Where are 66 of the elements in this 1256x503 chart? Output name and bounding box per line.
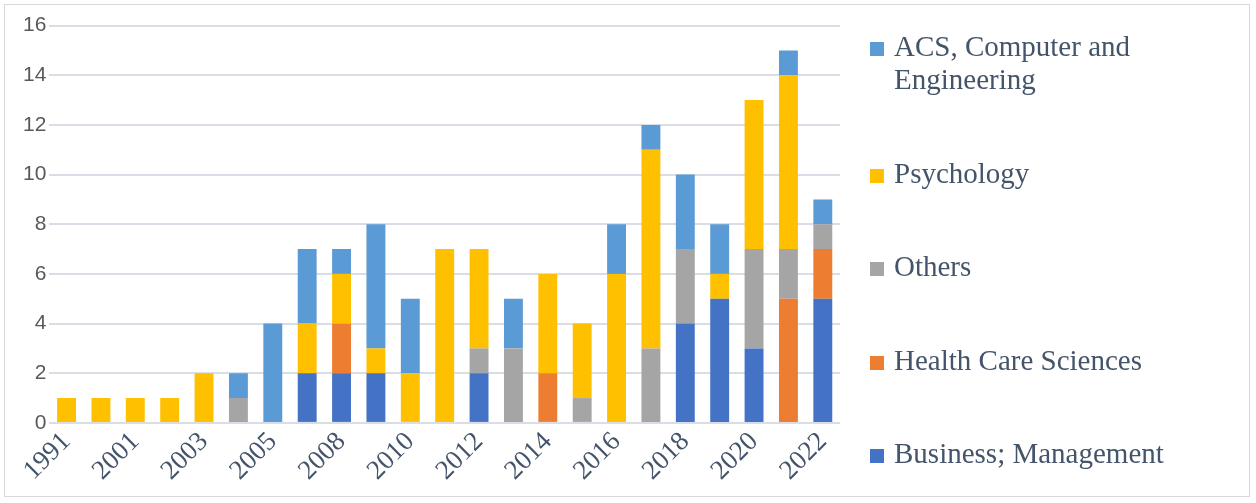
bar [813, 224, 833, 250]
bar [572, 323, 592, 399]
bar [778, 75, 798, 250]
bar [228, 398, 248, 422]
bar [91, 398, 111, 422]
bar [366, 224, 386, 349]
bar [469, 249, 489, 349]
bar [332, 373, 352, 422]
bar [503, 298, 523, 349]
bar [778, 249, 798, 299]
bar [813, 249, 833, 299]
bar [607, 224, 627, 274]
bar [469, 373, 489, 422]
bar [194, 373, 214, 422]
legend-label: Health Care Sciences [894, 343, 1143, 377]
legend-label: Others [894, 250, 972, 283]
bar [297, 249, 317, 324]
legend-label: Psychology [894, 156, 1030, 190]
legend-label: ACS, Computer and Engineering [894, 30, 1132, 96]
bar [641, 124, 661, 150]
bar [675, 174, 695, 250]
y-tick-label: 12 [23, 111, 47, 135]
bar [57, 398, 76, 422]
bar [641, 149, 661, 349]
y-tick-label: 8 [34, 211, 47, 235]
bar [538, 373, 558, 422]
bar [263, 323, 283, 422]
y-tick-label: 6 [34, 260, 47, 284]
bar [744, 348, 764, 422]
bar [332, 249, 352, 274]
legend-label: Business; Management [894, 437, 1164, 470]
bar [744, 100, 764, 250]
y-tick-label: 14 [23, 62, 47, 86]
y-tick-label: 16 [23, 12, 47, 36]
bar [641, 348, 661, 422]
bar [778, 50, 798, 76]
y-tick-label: 0 [34, 409, 47, 433]
bar [572, 398, 592, 422]
bar [607, 273, 627, 422]
y-tick-label: 4 [34, 310, 47, 334]
y-tick-label: 10 [23, 161, 47, 185]
bar [228, 373, 248, 399]
bar [538, 273, 558, 374]
y-tick-label: 2 [34, 360, 47, 384]
bar [744, 249, 764, 349]
bar [160, 398, 180, 422]
bar [366, 348, 386, 374]
bar [675, 323, 695, 422]
bar [778, 298, 798, 422]
bar [710, 273, 730, 299]
bar [400, 298, 420, 374]
bar [813, 298, 833, 422]
bar [710, 298, 730, 422]
bar [813, 199, 833, 225]
bar [435, 249, 455, 422]
bar [503, 348, 523, 422]
bar [297, 323, 317, 374]
bar [332, 273, 352, 324]
bar [710, 224, 730, 274]
bar [469, 348, 489, 374]
bar [332, 323, 352, 374]
bar [297, 373, 317, 422]
bar [125, 398, 145, 422]
bar [400, 373, 420, 422]
bar [366, 373, 386, 422]
bar [675, 249, 695, 324]
